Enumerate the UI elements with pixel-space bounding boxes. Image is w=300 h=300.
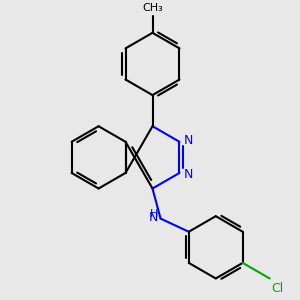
Text: Cl: Cl bbox=[271, 282, 283, 295]
Text: CH₃: CH₃ bbox=[142, 4, 163, 14]
Text: N: N bbox=[183, 134, 193, 147]
Text: N: N bbox=[183, 168, 193, 181]
Text: N: N bbox=[149, 211, 158, 224]
Text: H: H bbox=[150, 209, 158, 219]
